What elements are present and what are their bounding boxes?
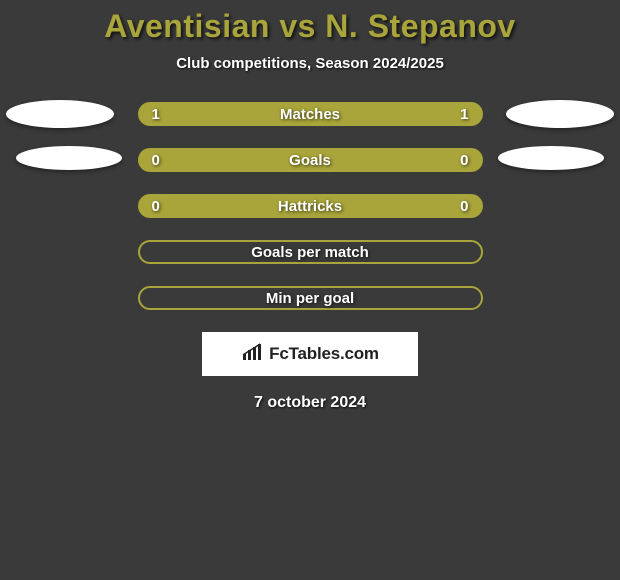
stat-right-value: 1 <box>460 106 468 123</box>
page-subtitle: Club competitions, Season 2024/2025 <box>176 55 444 72</box>
stat-row-matches: 1 Matches 1 <box>0 102 620 126</box>
player-left-ellipse <box>16 146 122 170</box>
stat-row-goals: 0 Goals 0 <box>0 148 620 172</box>
stat-right-value: 0 <box>460 198 468 215</box>
stat-label: Goals per match <box>251 244 369 261</box>
stat-row-mpg: Min per goal <box>0 286 620 310</box>
player-left-ellipse <box>6 100 114 128</box>
player-right-ellipse <box>498 146 604 170</box>
chart-icon <box>241 342 265 367</box>
brand-logo: FcTables.com <box>202 332 418 376</box>
page-title: Aventisian vs N. Stepanov <box>104 8 515 45</box>
stat-row-hattricks: 0 Hattricks 0 <box>0 194 620 218</box>
stat-bar: 0 Goals 0 <box>138 148 483 172</box>
stat-right-value: 0 <box>460 152 468 169</box>
stat-label: Min per goal <box>266 290 354 307</box>
player-right-ellipse <box>506 100 614 128</box>
stat-row-gpm: Goals per match <box>0 240 620 264</box>
stat-label: Hattricks <box>278 198 342 215</box>
stats-rows: 1 Matches 1 0 Goals 0 0 Hattricks 0 <box>0 102 620 310</box>
stat-bar: 0 Hattricks 0 <box>138 194 483 218</box>
stat-label: Matches <box>280 106 340 123</box>
stat-left-value: 0 <box>152 152 160 169</box>
stat-bar: 1 Matches 1 <box>138 102 483 126</box>
stat-left-value: 0 <box>152 198 160 215</box>
stat-left-value: 1 <box>152 106 160 123</box>
stat-bar: Min per goal <box>138 286 483 310</box>
brand-text: FcTables.com <box>269 344 379 364</box>
stat-bar: Goals per match <box>138 240 483 264</box>
footer-date: 7 october 2024 <box>254 394 366 412</box>
stat-label: Goals <box>289 152 331 169</box>
